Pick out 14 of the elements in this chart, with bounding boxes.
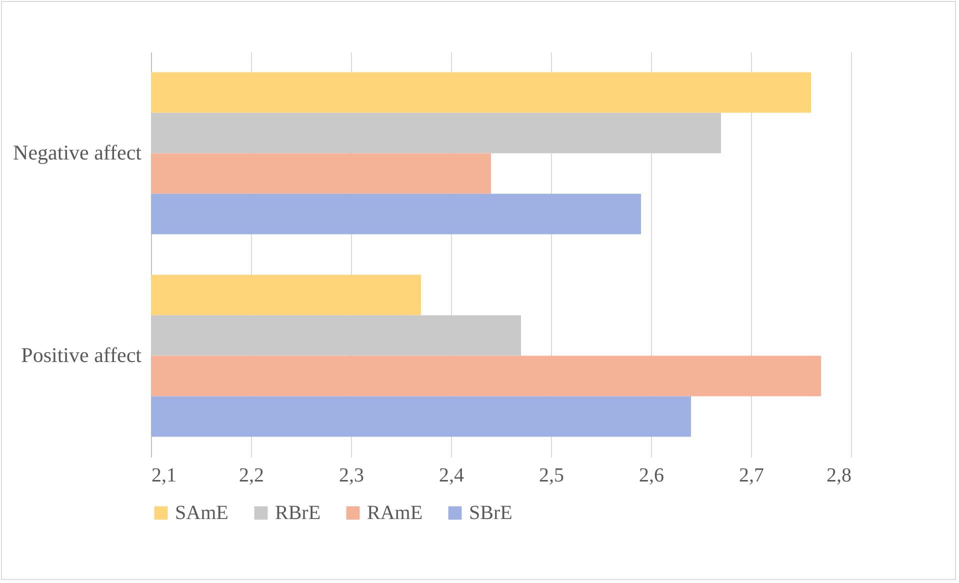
x-tick-label: 2,3	[339, 464, 364, 486]
x-tick-label: 2,7	[739, 464, 764, 486]
x-tick-label: 2,2	[239, 464, 264, 486]
legend-label: RAmE	[367, 502, 423, 524]
x-tick-label: 2,6	[639, 464, 664, 486]
y-tick-label: Positive affect	[21, 342, 142, 367]
y-tick-label: Negative affect	[13, 140, 142, 164]
x-tick-label: 2,8	[826, 464, 852, 486]
legend-label: RBrE	[275, 502, 321, 524]
x-tick-label: 2,1	[152, 464, 176, 486]
x-tick-label: 2,5	[539, 464, 564, 486]
legend-label: SAmE	[175, 502, 228, 524]
x-tick-label: 2,4	[439, 464, 464, 486]
legend-label: SBrE	[469, 502, 512, 524]
